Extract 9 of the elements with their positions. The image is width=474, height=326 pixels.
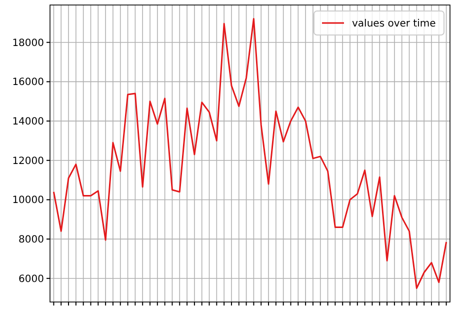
legend-label: values over time bbox=[352, 18, 436, 30]
y-tick-label: 14000 bbox=[12, 116, 44, 128]
y-tick-label: 8000 bbox=[18, 234, 44, 246]
y-tick-label: 12000 bbox=[12, 156, 44, 167]
y-tick-label: 10000 bbox=[12, 195, 44, 206]
y-tick-label: 16000 bbox=[12, 77, 44, 88]
y-tick-label: 6000 bbox=[18, 274, 44, 285]
y-tick-label: 18000 bbox=[12, 38, 44, 49]
line-series bbox=[52, 18, 448, 289]
